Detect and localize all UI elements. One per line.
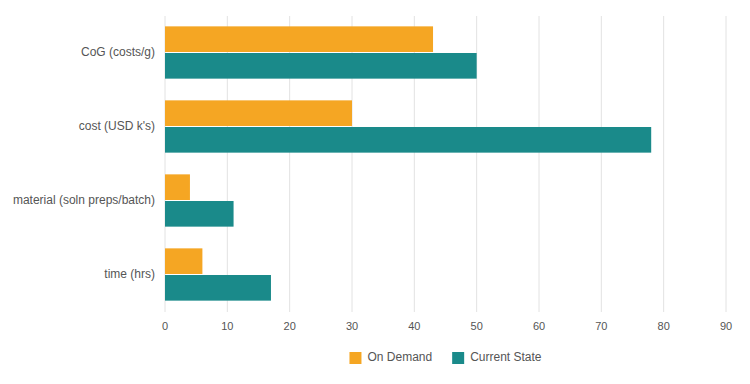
grid-line <box>539 16 540 312</box>
grid-line <box>663 16 664 312</box>
category-label: material (soln preps/batch) <box>13 193 155 207</box>
x-tick-label: 90 <box>720 320 732 332</box>
chart: CoG (costs/g) cost (USD k's) material (sol… <box>0 0 750 384</box>
bar <box>165 53 477 79</box>
x-tick-label: 30 <box>346 320 358 332</box>
legend-swatch <box>452 352 464 364</box>
x-tick-label: 0 <box>162 320 168 332</box>
x-tick-labels: 0 10 20 30 40 50 60 70 80 90 <box>162 320 732 332</box>
category-label: CoG (costs/g) <box>81 45 155 59</box>
category-labels: CoG (costs/g) cost (USD k's) material (sol… <box>13 45 155 281</box>
bar <box>165 201 234 227</box>
bar <box>165 100 352 126</box>
bar <box>165 174 190 200</box>
grid-line <box>726 16 727 312</box>
x-tick-label: 40 <box>408 320 420 332</box>
bar <box>165 248 202 274</box>
legend-swatch <box>349 352 361 364</box>
x-tick-label: 50 <box>471 320 483 332</box>
x-tick-label: 10 <box>221 320 233 332</box>
bar <box>165 127 651 153</box>
category-label: time (hrs) <box>104 267 155 281</box>
legend-label: Current State <box>470 350 542 364</box>
x-tick-label: 80 <box>658 320 670 332</box>
x-tick-label: 70 <box>595 320 607 332</box>
bars <box>165 26 651 300</box>
legend-label: On Demand <box>367 350 432 364</box>
x-tick-label: 60 <box>533 320 545 332</box>
x-tick-label: 20 <box>284 320 296 332</box>
grid <box>165 16 726 312</box>
bar <box>165 275 271 301</box>
category-label: cost (USD k's) <box>79 119 155 133</box>
bar <box>165 26 433 52</box>
grid-line <box>601 16 602 312</box>
legend: On Demand Current State <box>349 350 541 364</box>
